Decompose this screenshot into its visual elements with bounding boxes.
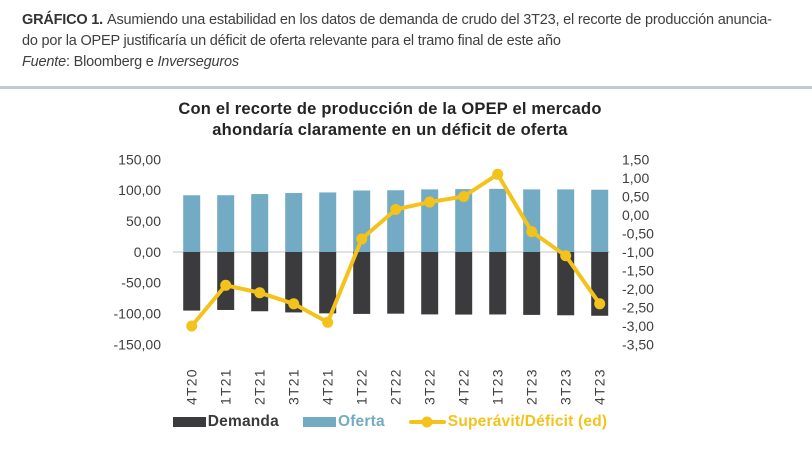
section-divider xyxy=(0,86,812,89)
bar-oferta-3T23 xyxy=(557,189,575,252)
superavit-point-3T22 xyxy=(424,196,436,208)
bar-oferta-1T21 xyxy=(217,195,235,252)
chart-title-line2: ahondaría claramente en un déficit de of… xyxy=(212,121,568,139)
left-axis-tick: -150,00 xyxy=(114,336,162,352)
right-axis-tick: -3,00 xyxy=(622,318,654,334)
left-axis-tick: -100,00 xyxy=(114,306,162,322)
superavit-point-4T22 xyxy=(458,191,470,202)
legend-line-swatch xyxy=(408,416,446,428)
legend-item-demanda: Demanda xyxy=(172,413,279,431)
bar-demanda-3T23 xyxy=(557,252,575,316)
bar-oferta-4T21 xyxy=(319,192,337,252)
combo-chart: 150,00 100,00 50,00 0,00 -50,00 -100,00 -150,0… xyxy=(114,151,655,405)
caption-line-2: do por la OPEP justificaría un déficit d… xyxy=(22,33,561,49)
source-label: Fuente xyxy=(22,54,66,70)
superavit-point-2T23 xyxy=(526,226,538,238)
x-axis-label-1T22: 1T22 xyxy=(354,368,370,405)
bar-oferta-4T20 xyxy=(183,195,201,252)
superavit-point-3T23 xyxy=(560,250,572,262)
right-axis-tick: -2,50 xyxy=(622,299,654,315)
legend-swatch-demanda xyxy=(172,417,206,427)
x-axis-label-4T23: 4T23 xyxy=(592,368,608,405)
superavit-point-4T21 xyxy=(322,316,334,328)
x-axis-label-3T22: 3T22 xyxy=(422,368,438,405)
x-axis-label-4T21: 4T21 xyxy=(320,368,336,405)
legend-swatch-oferta xyxy=(302,417,336,427)
figure-caption: GRÁFICO 1. Asumiendo una estabilidad en l… xyxy=(22,10,794,73)
bar-demanda-2T22 xyxy=(387,252,405,314)
bar-demanda-4T21 xyxy=(319,252,337,314)
bar-demanda-4T20 xyxy=(183,252,201,311)
bar-oferta-1T23 xyxy=(489,188,507,252)
chart-title: Con el recorte de producción de la OPEP … xyxy=(105,99,675,141)
left-axis-tick: 50,00 xyxy=(126,213,161,229)
bar-demanda-2T21 xyxy=(251,252,269,312)
right-axis-tick: -3,50 xyxy=(622,336,654,352)
superavit-point-2T21 xyxy=(254,287,266,299)
bar-oferta-2T21 xyxy=(251,194,269,252)
x-axis-label-4T20: 4T20 xyxy=(184,368,200,405)
x-axis-label-3T23: 3T23 xyxy=(558,368,574,405)
bar-demanda-3T21 xyxy=(285,252,303,313)
superavit-point-4T20 xyxy=(186,320,198,332)
x-axis-label-2T22: 2T22 xyxy=(388,368,404,405)
right-axis-tick: -0,50 xyxy=(622,225,654,241)
superavit-point-3T21 xyxy=(288,298,300,310)
left-axis-tick: 100,00 xyxy=(118,182,161,198)
superavit-point-4T23 xyxy=(594,298,606,310)
right-axis-tick: 0,50 xyxy=(622,188,649,204)
source-name: Inverseguros xyxy=(157,54,239,70)
bar-oferta-3T21 xyxy=(285,193,303,252)
bar-demanda-1T23 xyxy=(489,252,507,315)
source-mid: : Bloomberg e xyxy=(65,54,158,70)
right-axis-tick: 1,00 xyxy=(622,170,649,186)
x-axis-label-1T23: 1T23 xyxy=(490,368,506,405)
legend-label-oferta: Oferta xyxy=(337,413,385,430)
bar-oferta-2T22 xyxy=(387,190,405,252)
x-axis-label-1T21: 1T21 xyxy=(218,368,234,405)
left-axis-tick: 150,00 xyxy=(118,151,161,167)
right-axis-tick: -1,00 xyxy=(622,244,654,260)
right-axis-tick: 0,00 xyxy=(622,207,649,223)
bar-demanda-2T23 xyxy=(523,252,541,315)
x-axis-label-4T22: 4T22 xyxy=(456,368,472,405)
right-axis-tick: -1,50 xyxy=(622,262,654,278)
legend-label-demanda: Demanda xyxy=(207,413,279,430)
legend-item-superavit: Superávit/Déficit (ed) xyxy=(408,413,608,431)
bar-oferta-4T23 xyxy=(591,189,609,252)
chart-legend: Demanda Oferta Superávit/Déficit (ed) xyxy=(85,413,695,431)
right-axis-tick: 1,50 xyxy=(622,151,649,167)
bar-demanda-3T22 xyxy=(421,252,439,315)
superavit-point-2T22 xyxy=(390,203,402,215)
superavit-point-1T22 xyxy=(356,233,368,245)
x-axis-label-2T23: 2T23 xyxy=(524,368,540,405)
bar-oferta-4T22 xyxy=(455,189,473,252)
x-axis-label-2T21: 2T21 xyxy=(252,368,268,405)
legend-label-superavit: Superávit/Déficit (ed) xyxy=(447,413,608,430)
bar-demanda-4T22 xyxy=(455,252,473,315)
caption-source: Fuente: Bloomberg e Inverseguros xyxy=(22,52,794,73)
left-axis-tick: -50,00 xyxy=(121,275,161,291)
caption-text-1: Asumiendo una estabilidad en los datos d… xyxy=(106,12,772,28)
bar-demanda-1T22 xyxy=(353,252,371,314)
left-axis-tick: 0,00 xyxy=(134,244,161,260)
x-axis-label-3T21: 3T21 xyxy=(286,368,302,405)
superavit-point-1T23 xyxy=(492,168,504,180)
caption-line-1: GRÁFICO 1. Asumiendo una estabilidad en l… xyxy=(22,10,794,31)
right-axis-tick: -2,00 xyxy=(622,281,654,297)
caption-label: GRÁFICO 1. xyxy=(22,12,103,28)
legend-item-oferta: Oferta xyxy=(302,413,385,431)
superavit-point-1T21 xyxy=(220,279,232,291)
chart-title-line1: Con el recorte de producción de la OPEP … xyxy=(178,100,602,118)
